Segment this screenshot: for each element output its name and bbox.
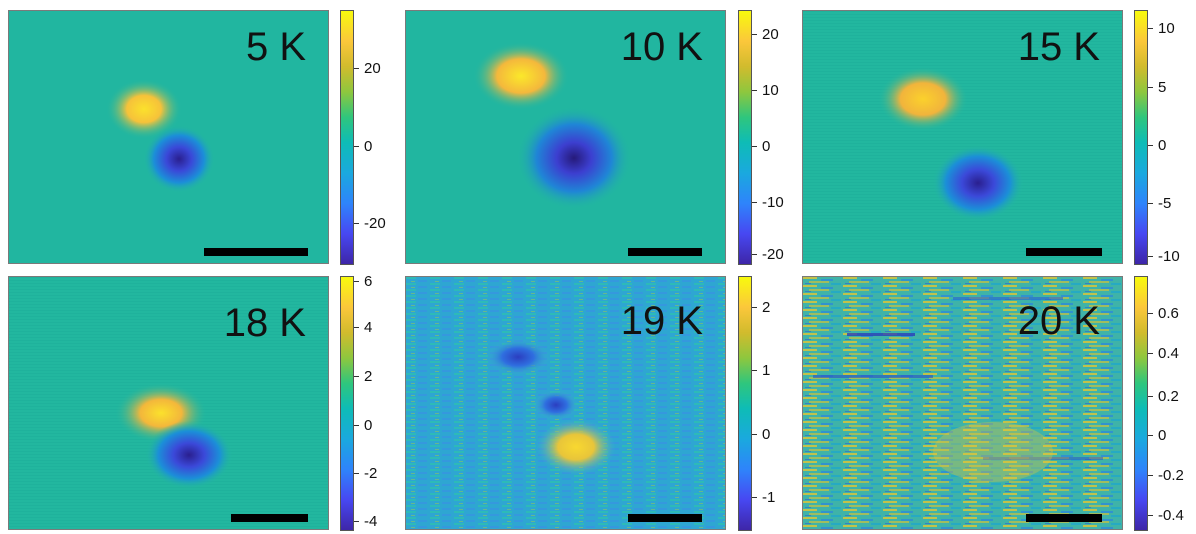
temperature-label: 15 K xyxy=(1017,25,1100,69)
colorbar xyxy=(738,276,752,531)
colorbar-tick: 2 xyxy=(751,299,771,316)
field-map: 19 K xyxy=(405,276,726,530)
colorbar-tick: -20 xyxy=(752,246,784,263)
colorbar-tick: 1 xyxy=(751,362,771,379)
colorbar-tick: -0.4 xyxy=(1148,507,1184,524)
temperature-label: 10 K xyxy=(620,25,703,69)
field-map-image xyxy=(406,277,725,529)
colorbar-tick: -0.2 xyxy=(1148,467,1184,484)
colorbar-tick: 0.6 xyxy=(1148,305,1179,322)
scale-bar xyxy=(204,248,308,256)
field-map: 10 K xyxy=(405,10,726,264)
scale-bar xyxy=(231,514,308,522)
field-map: 15 K xyxy=(802,10,1123,264)
field-map-image xyxy=(9,277,328,529)
field-map: 18 K xyxy=(8,276,329,530)
field-map: 5 K xyxy=(8,10,329,264)
colorbar-tick: -2 xyxy=(353,465,378,482)
colorbar-tick: 0 xyxy=(1147,137,1167,154)
colorbar xyxy=(340,10,354,265)
colorbar-tick: 10 xyxy=(752,82,779,99)
colorbar-tick: -4 xyxy=(353,513,378,530)
colorbar-tick: 20 xyxy=(354,60,381,77)
colorbar-tick: 0 xyxy=(353,417,373,434)
colorbar-tick: 10 xyxy=(1148,20,1175,37)
colorbar-tick: 0 xyxy=(751,426,771,443)
colorbar-tick: -20 xyxy=(354,215,386,232)
field-map-image xyxy=(9,11,328,263)
temperature-label: 5 K xyxy=(245,25,306,69)
scale-bar xyxy=(1026,514,1102,522)
colorbar-tick: 0.4 xyxy=(1148,345,1179,362)
temperature-label: 20 K xyxy=(1017,299,1100,343)
temperature-label: 18 K xyxy=(223,301,306,345)
colorbar-tick: -1 xyxy=(751,489,776,506)
scale-bar xyxy=(628,248,702,256)
colorbar-tick: -10 xyxy=(1148,248,1180,265)
field-map: 20 K xyxy=(802,276,1123,530)
colorbar-tick: 20 xyxy=(752,26,779,43)
field-map-image xyxy=(803,277,1122,529)
field-map-image xyxy=(406,11,725,263)
colorbar-tick: 0 xyxy=(751,138,771,155)
temperature-label: 19 K xyxy=(620,299,703,343)
colorbar-tick: -5 xyxy=(1147,195,1172,212)
scale-bar xyxy=(628,514,702,522)
colorbar xyxy=(1134,276,1148,531)
colorbar-tick: 0 xyxy=(353,138,373,155)
colorbar-tick: 2 xyxy=(353,368,373,385)
colorbar-tick: 6 xyxy=(353,273,373,290)
colorbar-tick: 0.2 xyxy=(1148,388,1179,405)
colorbar xyxy=(340,276,354,531)
colorbar-tick: 4 xyxy=(353,319,373,336)
field-map-image xyxy=(803,11,1122,263)
colorbar xyxy=(738,10,752,265)
colorbar xyxy=(1134,10,1148,265)
colorbar-tick: 0 xyxy=(1147,427,1167,444)
colorbar-tick: 5 xyxy=(1147,79,1167,96)
colorbar-tick: -10 xyxy=(752,194,784,211)
scale-bar xyxy=(1026,248,1102,256)
